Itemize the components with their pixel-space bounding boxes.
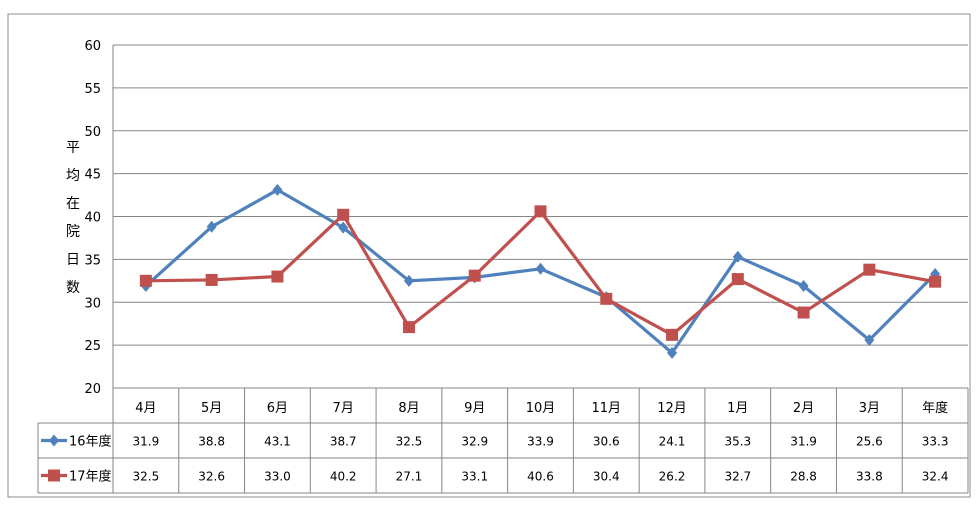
data-point-diamond [338,221,349,234]
data-table-value: 33.0 [264,470,291,484]
data-point-diamond [732,250,743,263]
chart-border [7,13,971,498]
data-table-value: 33.1 [461,470,488,484]
data-point-diamond [272,183,283,196]
series-name-label: 17年度 [69,469,112,485]
data-point-square [797,306,810,319]
data-table-value: 40.6 [527,470,554,484]
data-table-value: 33.3 [922,435,949,449]
x-category-label: 3月 [859,401,880,416]
y-tick-label: 50 [84,125,101,140]
data-table-value: 38.7 [330,435,357,449]
x-category-label: 6月 [267,401,288,416]
data-point-square [534,205,547,218]
data-table-value: 40.2 [330,470,357,484]
data-table-value: 33.9 [527,435,554,449]
y-tick-label: 20 [84,382,101,397]
data-table-value: 43.1 [264,435,291,449]
y-tick-label: 25 [84,339,101,354]
x-category-label: 10月 [526,401,556,416]
data-point-square [139,274,152,287]
data-table-value: 32.4 [922,470,949,484]
x-category-label: 8月 [398,401,419,416]
data-point-square [731,273,744,286]
x-category-label: 年度 [922,400,948,416]
data-point-diamond [798,279,809,292]
data-table-value: 35.3 [724,435,751,449]
x-category-label: 11月 [591,401,621,416]
data-table-value: 30.4 [593,470,620,484]
data-table-value: 32.5 [396,435,423,449]
x-category-label: 12月 [657,401,687,416]
data-table-value: 28.8 [790,470,817,484]
data-point-square [863,263,876,276]
data-point-square [666,328,679,341]
y-tick-label: 60 [84,39,101,54]
data-table-value: 33.8 [856,470,883,484]
series-name-label: 16年度 [69,434,112,450]
x-category-label: 5月 [201,401,222,416]
data-point-diamond [864,333,875,346]
x-category-label: 9月 [464,401,485,416]
data-table-value: 38.8 [198,435,225,449]
x-category-label: 1月 [727,401,748,416]
data-table-value: 32.7 [724,470,751,484]
data-point-diamond [535,262,546,275]
data-point-square [402,321,415,334]
y-tick-label: 35 [84,253,101,268]
data-point-square [600,292,613,305]
x-category-label: 2月 [793,401,814,416]
y-tick-label: 40 [84,211,101,226]
data-table-value: 32.5 [133,470,160,484]
data-table-value: 27.1 [396,470,423,484]
data-table-value: 31.9 [133,435,160,449]
x-category-label: 7月 [333,401,354,416]
y-tick-label: 30 [84,296,101,311]
y-tick-label: 55 [84,82,101,97]
data-point-square [929,275,942,288]
data-table-value: 24.1 [659,435,686,449]
data-table-value: 25.6 [856,435,883,449]
data-table-value: 32.6 [198,470,225,484]
legend-key-marker [48,469,60,482]
data-table-value: 31.9 [790,435,817,449]
y-axis-label: 平均在院日数 [66,140,80,296]
y-tick-label: 45 [84,168,101,183]
data-table-value: 30.6 [593,435,620,449]
data-point-square [205,273,218,286]
data-point-diamond [667,346,678,359]
data-point-diamond [403,274,414,287]
x-category-label: 4月 [135,401,156,416]
data-table-value: 26.2 [659,470,686,484]
data-point-square [337,208,350,221]
data-point-square [468,269,481,282]
legend-key-marker [49,434,59,447]
data-point-diamond [206,220,217,233]
data-point-square [271,270,284,283]
data-table-value: 32.9 [461,435,488,449]
